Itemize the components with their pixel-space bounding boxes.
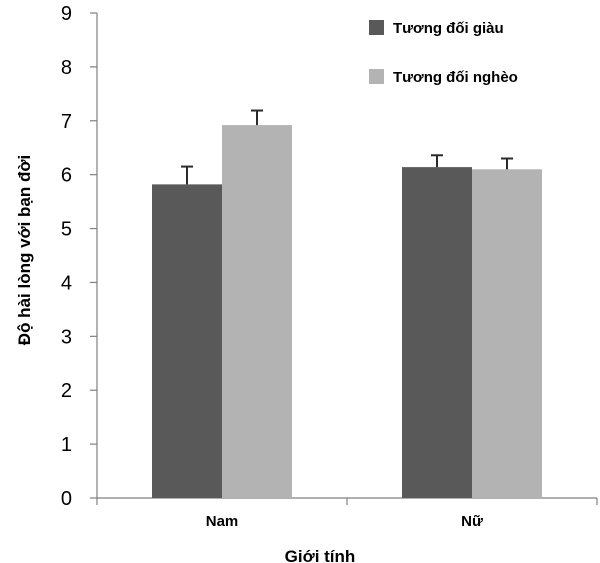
- y-tick-label: 7: [61, 111, 72, 133]
- y-tick-label: 4: [61, 272, 72, 294]
- legend-swatch: [369, 20, 384, 35]
- x-tick-label: Nam: [206, 513, 239, 530]
- bar-rich-male: [152, 184, 222, 498]
- x-axis: Nam Nữ: [96, 497, 598, 530]
- y-tick-label: 9: [61, 3, 72, 25]
- bar-rich-female: [402, 167, 472, 498]
- y-tick-label: 1: [61, 434, 72, 456]
- y-tick-label: 3: [61, 326, 72, 348]
- x-axis-title: Giới tính: [285, 547, 356, 563]
- legend-swatch: [369, 69, 384, 84]
- y-tick-label: 5: [61, 219, 72, 241]
- x-tick-label: Nữ: [461, 513, 483, 530]
- y-axis: 0 1 2 3 4 5 6 7 8 9: [61, 3, 98, 510]
- error-bar: [181, 165, 193, 185]
- error-bar: [501, 157, 513, 170]
- error-bar: [251, 109, 263, 126]
- y-axis-title: Độ hài lòng với bạn đời: [15, 155, 34, 345]
- legend: Tương đối giàu Tương đối nghèo: [369, 20, 518, 86]
- bar-poor-female: [472, 169, 542, 498]
- error-bar: [431, 154, 443, 168]
- y-tick-label: 6: [61, 165, 72, 187]
- bars: [152, 125, 542, 498]
- bar-poor-male: [222, 125, 292, 498]
- legend-label: Tương đối giàu: [393, 20, 504, 37]
- error-bars: [181, 109, 513, 185]
- y-tick-label: 0: [61, 488, 72, 510]
- legend-label: Tương đối nghèo: [393, 69, 518, 86]
- y-tick-label: 8: [61, 57, 72, 79]
- y-tick-label: 2: [61, 380, 72, 402]
